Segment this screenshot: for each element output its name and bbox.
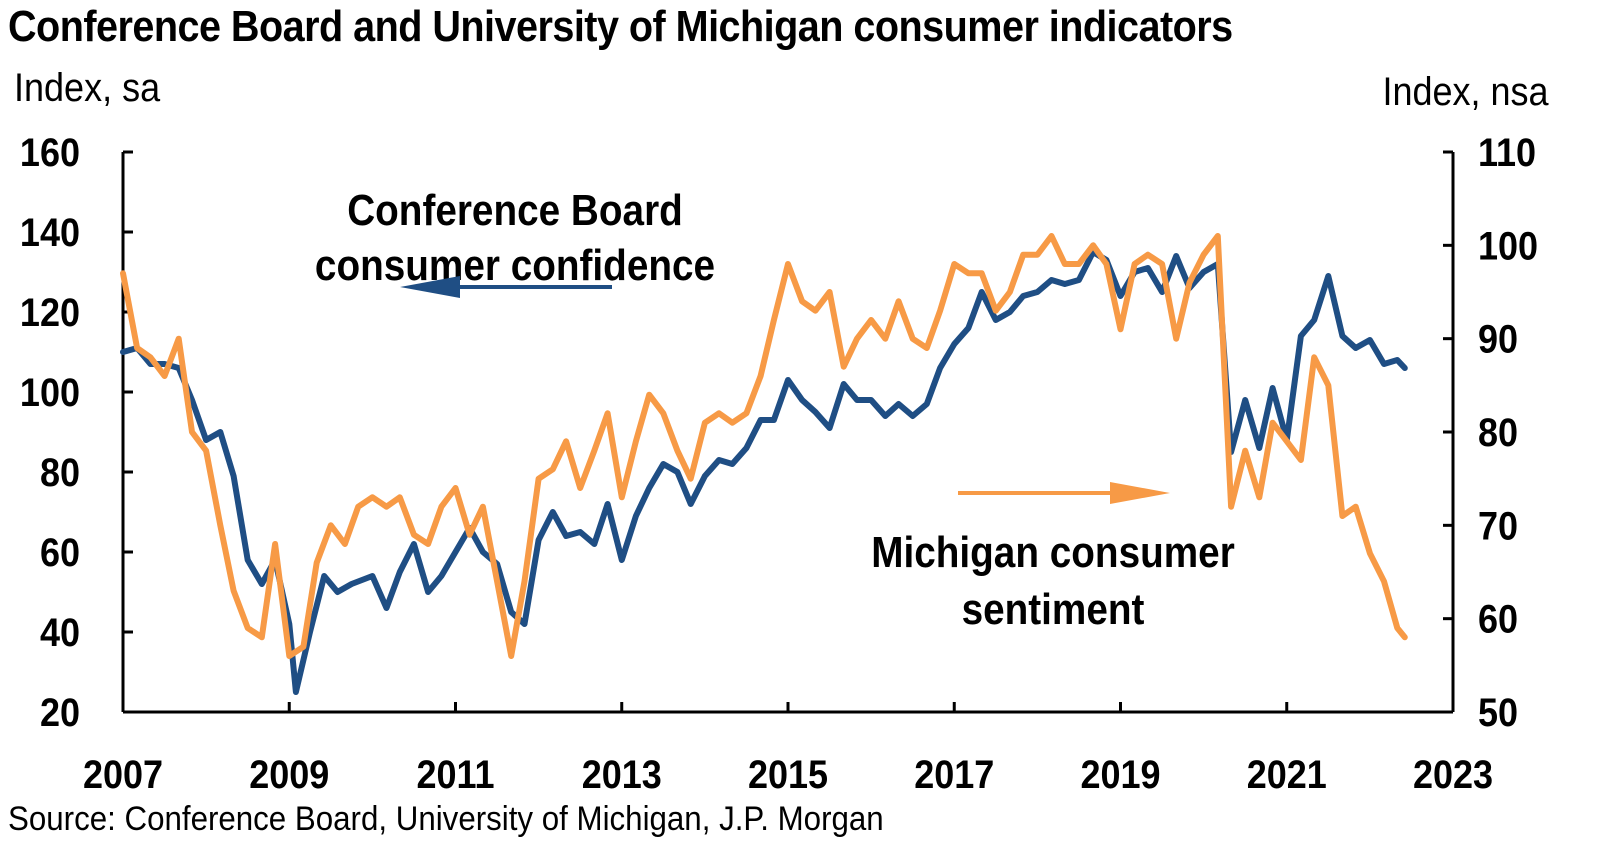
y-right-tick-label: 90 — [1478, 318, 1518, 362]
y-right-tick-label: 70 — [1478, 505, 1518, 549]
y-left-tick-label: 120 — [20, 291, 80, 335]
x-tick-label: 2013 — [582, 753, 662, 797]
left-arrow-icon — [400, 276, 460, 298]
conference-board-line — [120, 249, 1408, 695]
chart-title: Conference Board and University of Michi… — [8, 2, 1233, 51]
michigan-annotation: sentiment — [962, 584, 1145, 634]
x-tick-label: 2021 — [1247, 753, 1327, 797]
source-note: Source: Conference Board, University of … — [8, 800, 884, 838]
y-right-tick-label: 110 — [1478, 131, 1536, 175]
series-lines — [120, 233, 1408, 695]
right-axis-unit: Index, nsa — [1382, 70, 1549, 114]
right-arrow-icon — [1110, 482, 1170, 504]
y-left-tick-label: 160 — [20, 131, 80, 175]
y-left-tick-label: 20 — [40, 691, 80, 735]
michigan-sentiment-line — [120, 233, 1408, 659]
x-tick-label: 2019 — [1080, 753, 1160, 797]
conference-board-annotation: Conference Board — [347, 185, 683, 235]
axes — [121, 150, 1455, 714]
y-left-tick-label: 80 — [40, 451, 80, 495]
y-left-tick-label: 60 — [40, 531, 80, 575]
left-axis-unit: Index, sa — [14, 66, 161, 110]
y-right-tick-label: 100 — [1478, 225, 1538, 269]
y-left-tick-label: 40 — [40, 611, 80, 655]
y-right-tick-label: 60 — [1478, 598, 1518, 642]
x-tick-label: 2011 — [416, 753, 494, 797]
x-tick-label: 2023 — [1413, 753, 1493, 797]
y-left-tick-label: 140 — [20, 211, 80, 255]
x-tick-label: 2017 — [914, 753, 994, 797]
michigan-annotation: Michigan consumer — [871, 527, 1235, 577]
x-tick-label: 2009 — [249, 753, 329, 797]
y-right-tick-label: 80 — [1478, 411, 1518, 455]
x-tick-label: 2015 — [748, 753, 828, 797]
y-right-tick-label: 50 — [1478, 691, 1518, 735]
y-left-tick-label: 100 — [20, 371, 80, 415]
conference-board-annotation: consumer confidence — [315, 240, 715, 290]
x-tick-label: 2007 — [83, 753, 163, 797]
tick-labels: 20 40 60 80 100 120 140 160 50 60 70 80 90 100 110 2007… — [20, 131, 1538, 797]
